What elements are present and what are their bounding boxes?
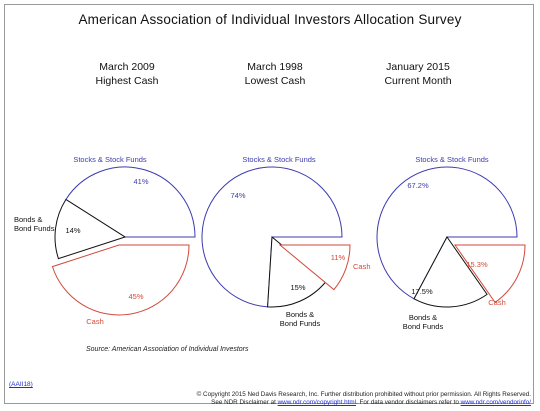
disclaimer-prefix: See NDR Disclaimer at (211, 399, 278, 406)
pie-1-cash-slice (51, 244, 190, 316)
pie-3-date: January 2015 (386, 61, 450, 73)
pie-2-note: Lowest Cash (244, 75, 306, 87)
copyright-line-2: See NDR Disclaimer at www.ndr.com/copyri… (197, 399, 531, 407)
pie-3-cash-label: Cash (488, 298, 506, 307)
pie-2-cash-slice (278, 244, 351, 291)
pie-1-stocks-value: 41% (133, 177, 148, 186)
pie-2-date: March 1998 (247, 61, 303, 73)
pie-1-bonds-value: 14% (65, 226, 80, 235)
pie-3-bonds-slice (413, 236, 488, 308)
vendor-info-link[interactable]: www.ndr.com/vendorinfo/ (460, 399, 531, 406)
pie-3-bonds-label: Bonds & Bond Funds (403, 313, 444, 331)
pie-2-bonds-value: 15% (290, 283, 305, 292)
pie-1-subtitle: March 2009 Highest Cash (52, 60, 202, 88)
pie-3-subtitle: January 2015 Current Month (343, 60, 493, 88)
pie-3-stocks-slice (376, 166, 518, 300)
pie-1-cash-label: Cash (86, 317, 104, 326)
pie-1-bonds-slice (54, 198, 127, 260)
pie-2-cash-value: 11% (331, 253, 346, 262)
copyright-notice: © Copyright 2015 Ned Davis Research, Inc… (197, 391, 531, 407)
pie-2-bonds-label: Bonds & Bond Funds (280, 310, 321, 328)
pie-1-bonds-label: Bonds & Bond Funds (14, 215, 55, 233)
pie-2-cash-label: Cash (353, 262, 371, 271)
chart-title: American Association of Individual Inves… (78, 12, 462, 27)
pie-3-bonds-value: 17.5% (411, 287, 433, 296)
pie-3-cash-slice (454, 244, 526, 304)
pie-2-bonds-slice (267, 235, 327, 308)
pie-2-stocks-label: Stocks & Stock Funds (242, 155, 316, 164)
pie-1-cash-value: 45% (128, 292, 143, 301)
pie-3-stocks-value: 67.2% (407, 181, 429, 190)
disclaimer-middle: . For data vendor disclaimers refer to (356, 399, 461, 406)
pie-1-stocks-label: Stocks & Stock Funds (73, 155, 147, 164)
pie-3-note: Current Month (384, 75, 452, 87)
pie-2-subtitle: March 1998 Lowest Cash (200, 60, 350, 88)
pie-1-note: Highest Cash (95, 75, 159, 87)
pie-1-date: March 2009 (99, 61, 155, 73)
pie-3-cash-value: 15.3% (466, 260, 488, 269)
pie-3-stocks-label: Stocks & Stock Funds (415, 155, 489, 164)
source-note: Source: American Association of Individu… (86, 346, 249, 353)
copyright-link[interactable]: www.ndr.com/copyright.html (277, 399, 356, 406)
chart-code-link[interactable]: (AAII18) (9, 381, 33, 388)
copyright-line-1: © Copyright 2015 Ned Davis Research, Inc… (196, 391, 531, 398)
pie-2-stocks-value: 74% (230, 191, 245, 200)
